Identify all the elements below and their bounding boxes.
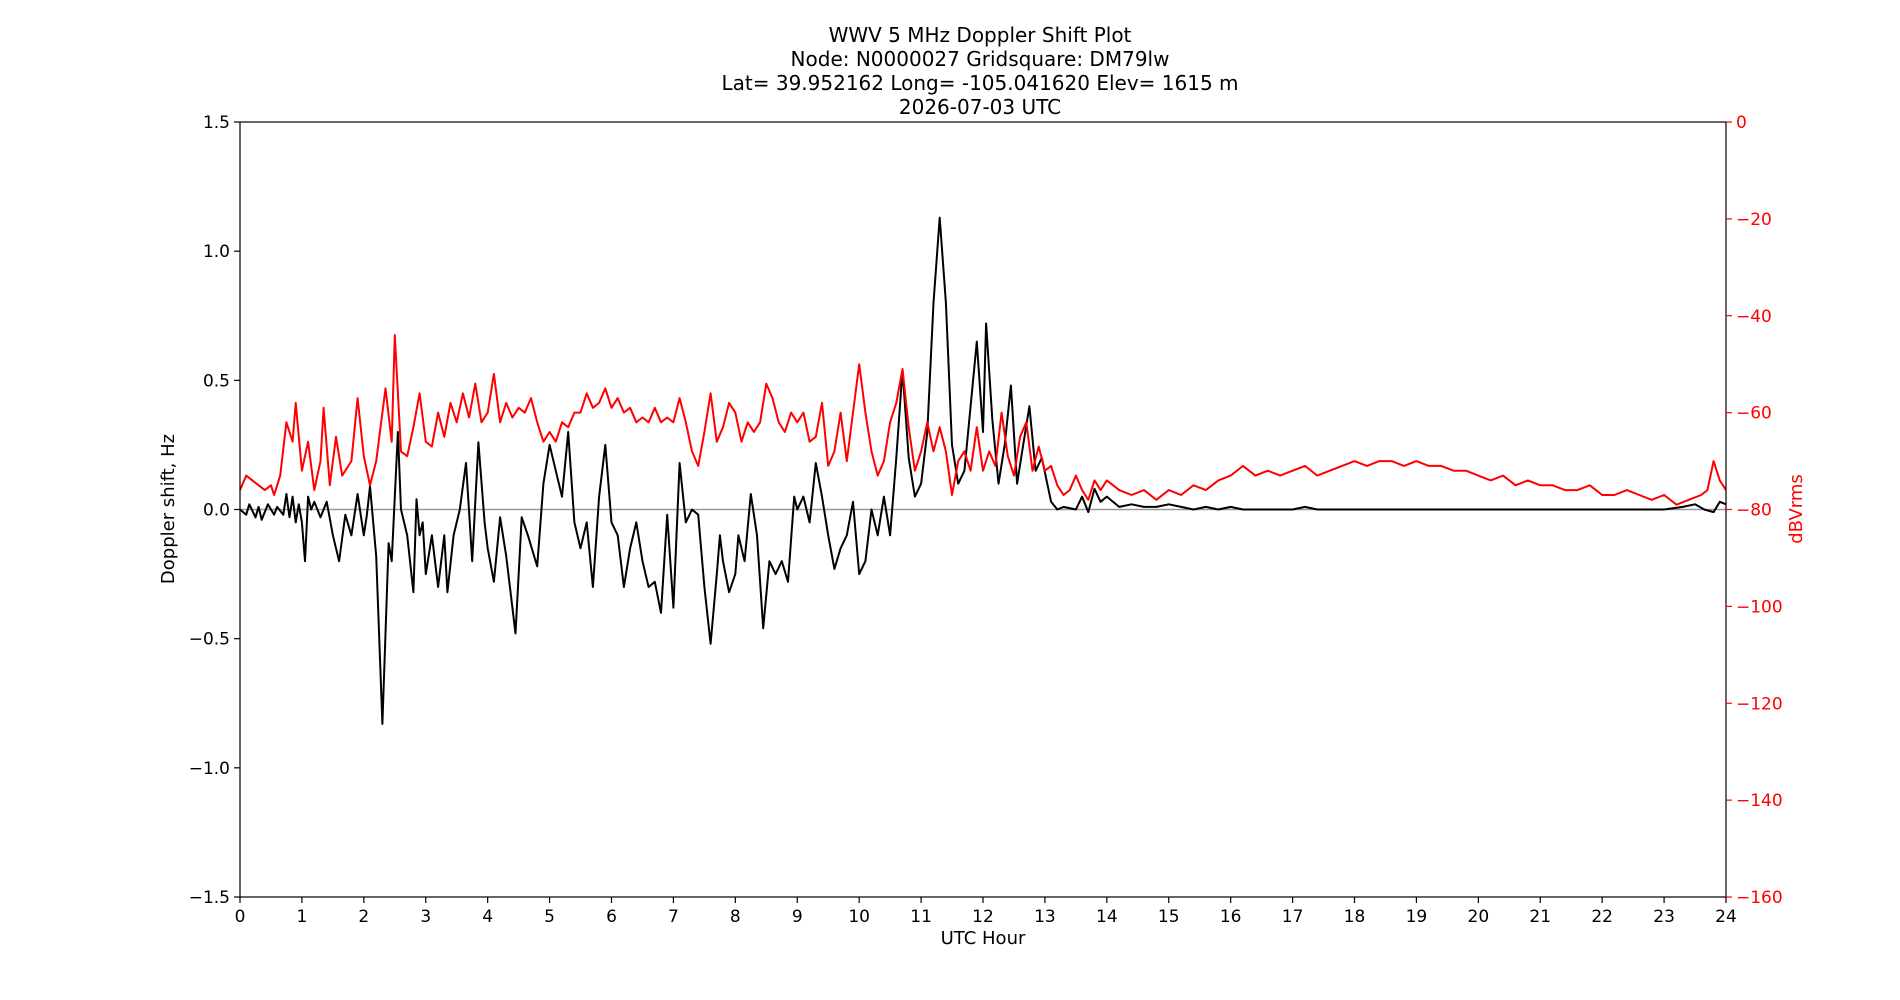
y-right-axis-label: dBVrms [1786, 474, 1807, 544]
y-right-tick-label: −60 [1736, 404, 1772, 424]
x-tick-label: 2 [358, 907, 369, 927]
x-tick-label: 5 [544, 907, 555, 927]
signal-level-line [239, 334, 1727, 506]
x-tick-label: 17 [1282, 907, 1304, 927]
x-axis: 0 1 2 3 4 5 6 7 8 9 10 11 12 13 14 15 16 17 18 19 20 21 22 23 24 [235, 897, 1737, 927]
y-left-tick-label: 1.5 [203, 113, 230, 133]
x-tick-label: 15 [1158, 907, 1180, 927]
x-tick-label: 3 [420, 907, 431, 927]
y-left-tick-label: −1.0 [189, 759, 230, 779]
x-tick-label: 1 [297, 907, 308, 927]
x-tick-label: 13 [1034, 907, 1056, 927]
x-tick-label: 16 [1220, 907, 1242, 927]
y-left-tick-label: −0.5 [189, 630, 230, 650]
x-tick-label: 11 [910, 907, 932, 927]
x-tick-label: 4 [482, 907, 493, 927]
y-right-tick-label: −120 [1736, 694, 1783, 714]
title-line-2: Node: N0000027 Gridsquare: DM79lw [791, 47, 1170, 71]
title-line-4: 2026-07-03 UTC [899, 95, 1061, 119]
x-tick-label: 21 [1529, 907, 1551, 927]
y-right-tick-label: −140 [1736, 791, 1783, 811]
x-tick-label: 18 [1344, 907, 1366, 927]
y-right-tick-label: −40 [1736, 307, 1772, 327]
x-tick-label: 23 [1653, 907, 1675, 927]
x-tick-label: 10 [848, 907, 870, 927]
x-tick-label: 22 [1591, 907, 1613, 927]
y-right-tick-label: 0 [1736, 113, 1747, 133]
x-tick-label: 0 [235, 907, 246, 927]
x-tick-label: 19 [1406, 907, 1428, 927]
y-right-tick-label: −100 [1736, 597, 1783, 617]
title-line-3: Lat= 39.952162 Long= -105.041620 Elev= 1… [721, 71, 1238, 95]
chart-title: WWV 5 MHz Doppler Shift Plot Node: N0000… [721, 23, 1238, 119]
y-right-tick-label: −20 [1736, 210, 1772, 230]
title-line-1: WWV 5 MHz Doppler Shift Plot [829, 23, 1132, 47]
x-tick-label: 24 [1715, 907, 1737, 927]
x-tick-label: 7 [668, 907, 679, 927]
y-left-tick-label: 0.5 [203, 371, 230, 391]
x-tick-label: 12 [972, 907, 994, 927]
series-layer [239, 216, 1727, 725]
y-left-axis-label: Doppler shift, Hz [158, 434, 179, 584]
x-tick-label: 14 [1096, 907, 1118, 927]
x-tick-label: 9 [792, 907, 803, 927]
x-tick-label: 6 [606, 907, 617, 927]
doppler-shift-line [239, 216, 1727, 725]
y-left-tick-label: 1.0 [203, 242, 230, 262]
y-left-axis: −1.5 −1.0 −0.5 0.0 0.5 1.0 1.5 [189, 113, 240, 908]
y-left-tick-label: −1.5 [189, 888, 230, 908]
x-tick-label: 20 [1468, 907, 1490, 927]
y-right-tick-label: −160 [1736, 888, 1783, 908]
y-right-axis: 0 −20 −40 −60 −80 −100 −120 −140 −160 [1726, 113, 1783, 908]
y-right-tick-label: −80 [1736, 501, 1772, 521]
x-axis-label: UTC Hour [941, 928, 1026, 949]
y-left-tick-label: 0.0 [203, 501, 230, 521]
x-tick-label: 8 [730, 907, 741, 927]
